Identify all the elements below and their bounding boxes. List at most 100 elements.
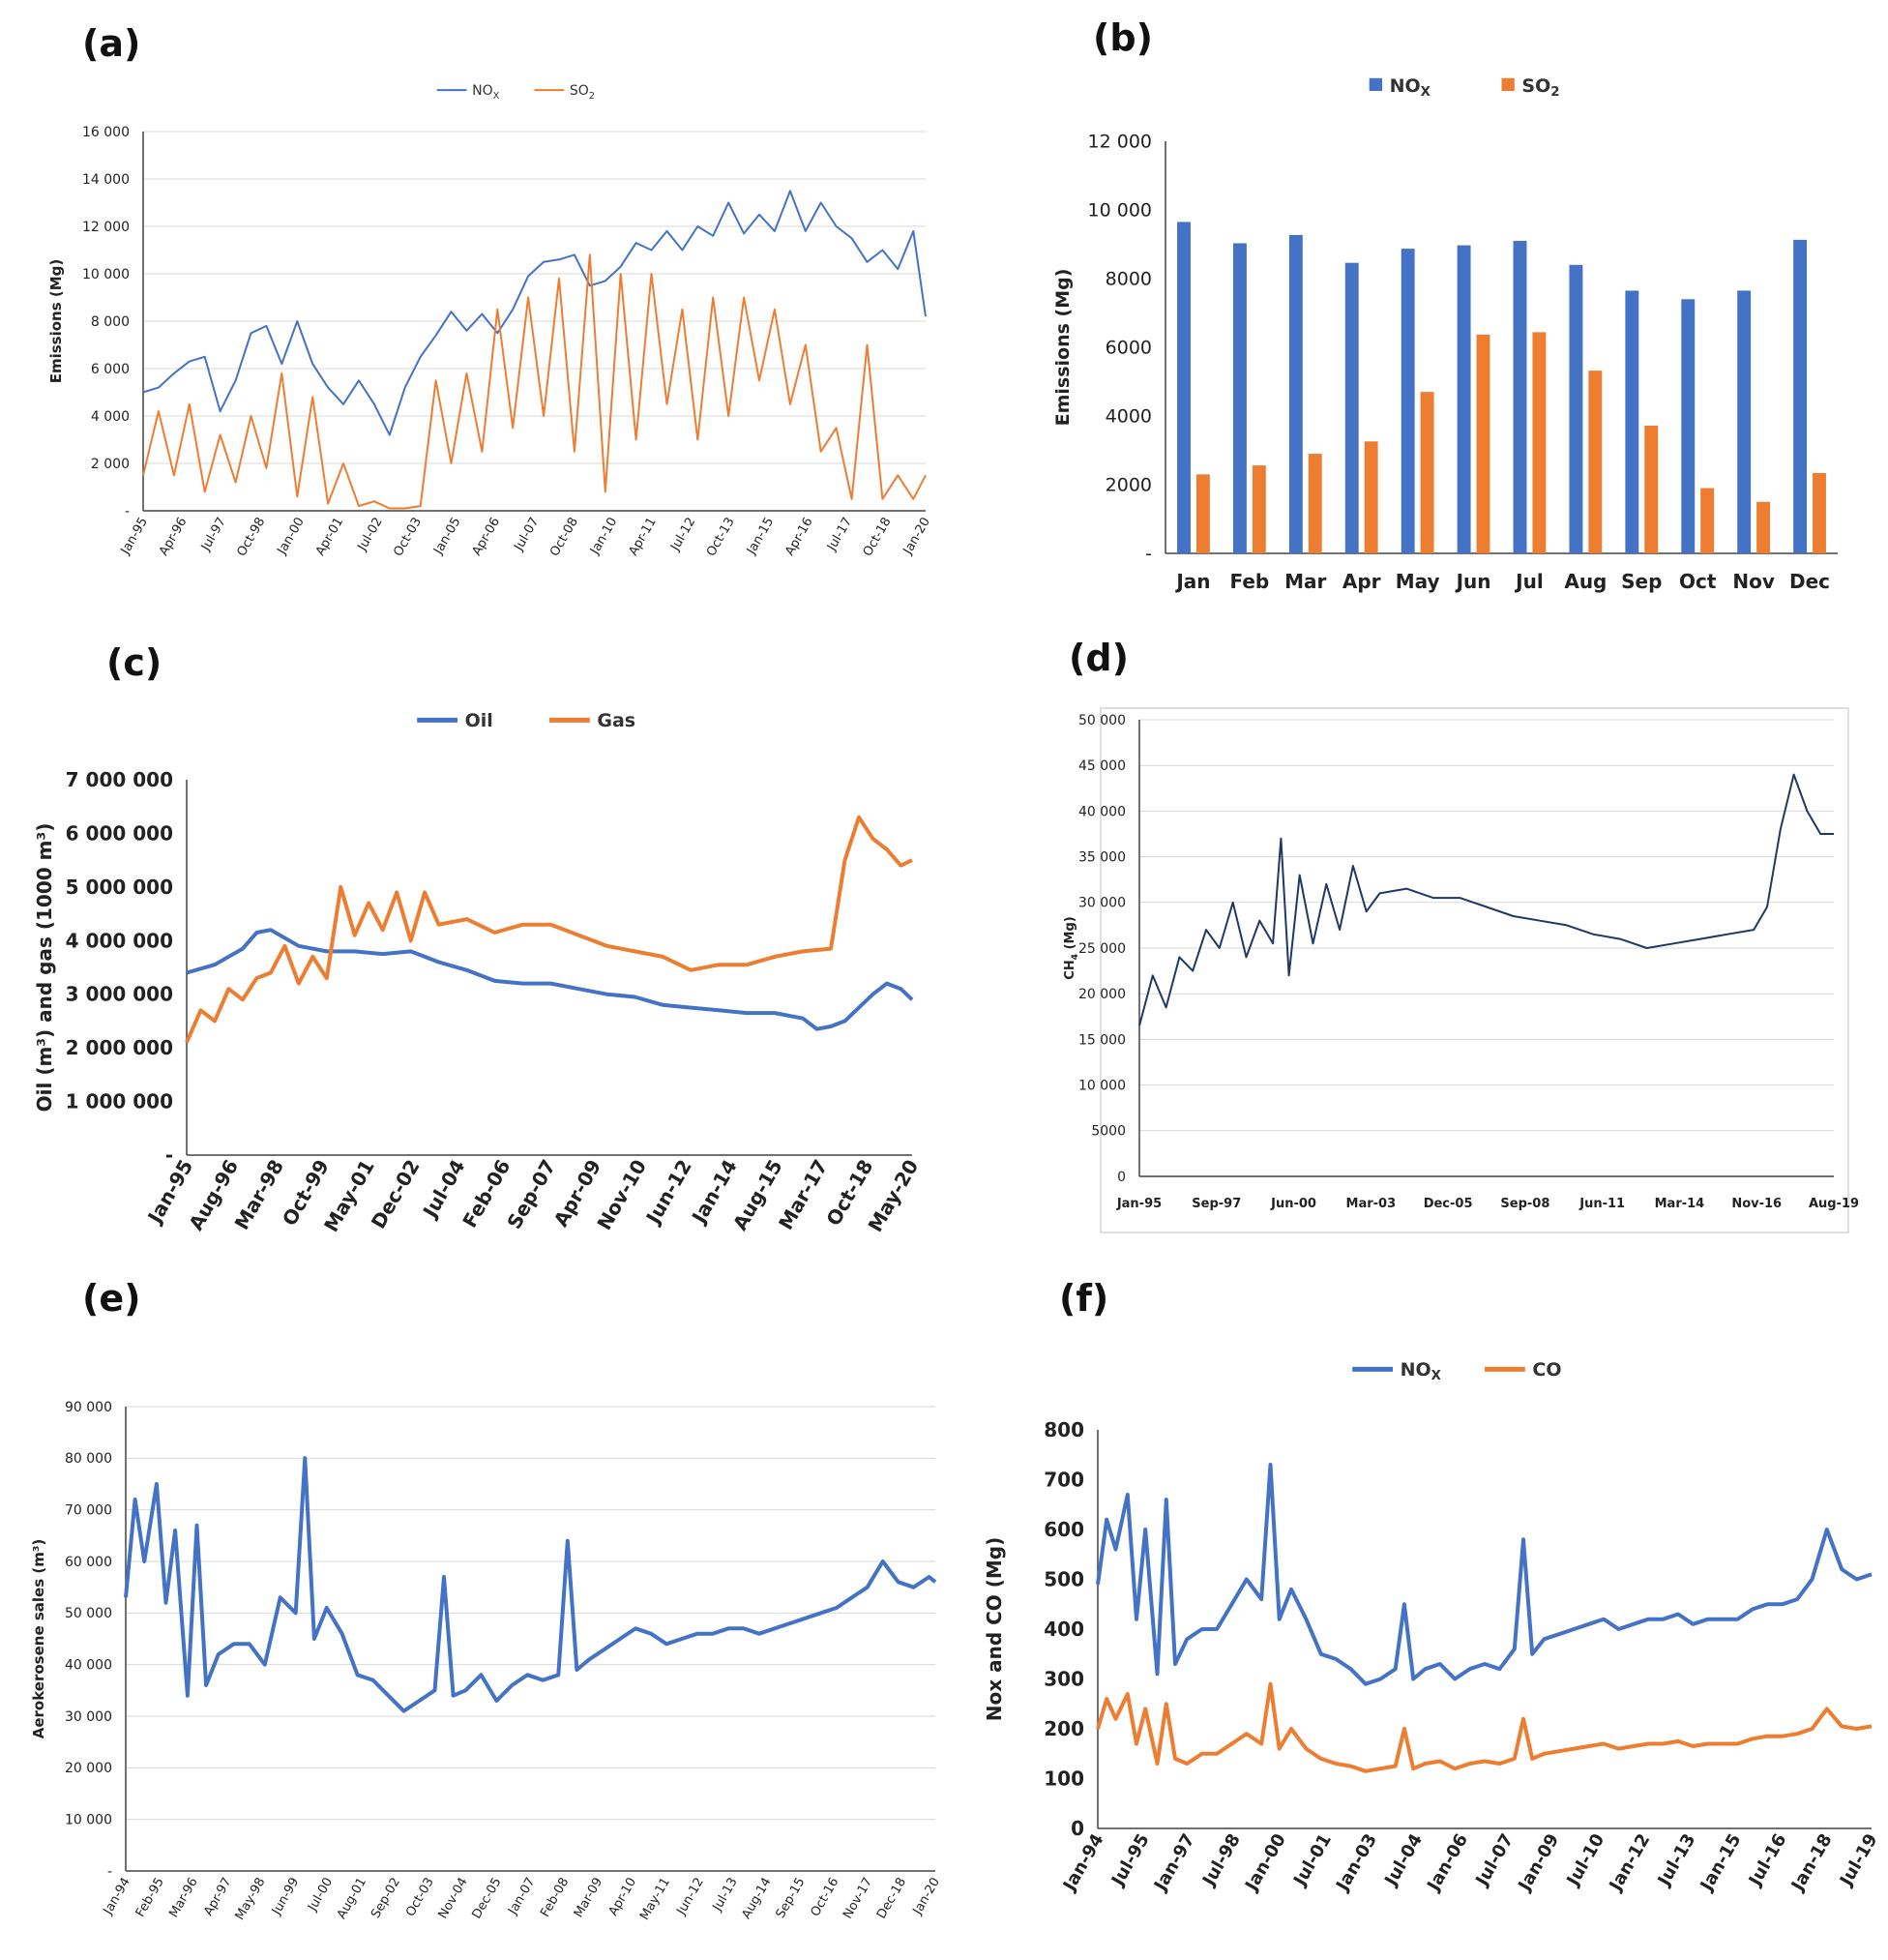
x-tick-label: Aug-19 — [1809, 1197, 1859, 1211]
legend: NOX SO2 — [436, 83, 595, 102]
y-tick-label: 200 — [1044, 1717, 1084, 1740]
x-tick-label: Oct — [1679, 570, 1717, 593]
x-tick-label: Sep — [1621, 570, 1662, 593]
y-tick-label: 2000 — [1106, 475, 1152, 496]
y-tick-label: 400 — [1044, 1618, 1084, 1641]
x-tick-label: Jan-09 — [1514, 1830, 1563, 1896]
x-tick-label: Oct-13 — [704, 516, 738, 559]
legend-label: SO2 — [1521, 75, 1559, 100]
plot-frame — [1100, 707, 1849, 1233]
series-line-so2 — [142, 253, 927, 510]
y-axis-label: Oil (m³) and gas (1000 m³) — [33, 823, 56, 1113]
x-tick-label: Jul-95 — [1106, 1830, 1153, 1891]
x-tick-label: Jan-00 — [275, 516, 308, 558]
x-tick-label: May-11 — [637, 1876, 673, 1923]
y-tick-label: 0 — [1117, 1170, 1126, 1185]
series-line-nox — [1096, 1463, 1873, 1686]
bar — [1308, 454, 1322, 553]
x-tick-label: Jun-11 — [1578, 1197, 1625, 1211]
bar — [1737, 290, 1752, 553]
x-tick-label: Jul-02 — [355, 516, 386, 554]
x-tick-label: Sep-15 — [774, 1876, 809, 1921]
x-tick-label: May — [1396, 570, 1440, 593]
y-tick-label: 6 000 000 — [66, 821, 173, 845]
x-tick-label: Apr-96 — [157, 516, 190, 559]
legend-label: NOX — [1390, 75, 1431, 100]
y-axis-label-sub: 4 — [1071, 954, 1080, 960]
y-tick-label: 25 000 — [1078, 941, 1126, 957]
chart-panel-b: (b) - 2000 4000 6000 8000 10 000 12 000 Emission… — [1052, 16, 1838, 593]
x-tick-label: Jan-00 — [1241, 1830, 1290, 1896]
y-tick-label: 700 — [1044, 1469, 1084, 1492]
legend-label: SO2 — [570, 83, 595, 102]
x-tick-label: Jan-03 — [1332, 1830, 1381, 1896]
x-tick-label: Nov-16 — [1731, 1197, 1782, 1211]
y-tick-label: 30 000 — [1078, 896, 1126, 911]
y-tick-label: 60 000 — [65, 1555, 112, 1570]
legend: NOX SO2 — [1369, 75, 1560, 100]
y-tick-label: - — [1145, 544, 1152, 565]
bar — [1532, 332, 1547, 553]
x-tick-label: Aug-14 — [739, 1876, 774, 1922]
y-tick-label: 7 000 000 — [66, 768, 173, 791]
bar — [1476, 334, 1490, 553]
y-axis-label: Emissions (Mg) — [47, 259, 65, 384]
legend: Oil Gas — [417, 710, 635, 731]
y-tick-label: 10 000 — [82, 267, 130, 282]
y-tick-label: 4 000 000 — [66, 929, 173, 952]
x-tick-label: Jul-17 — [824, 516, 855, 554]
panel-label: (d) — [1069, 637, 1129, 679]
panel-label: (b) — [1093, 16, 1153, 59]
x-tick-label: May-98 — [233, 1876, 269, 1923]
legend-label-main: Gas — [597, 710, 635, 731]
bar — [1513, 240, 1527, 553]
y-tick-label: 16 000 — [82, 125, 130, 140]
y-tick-label: 0 — [1071, 1817, 1084, 1840]
x-tick-label: Jul-98 — [1198, 1830, 1245, 1891]
bar — [1195, 474, 1210, 553]
x-tick-label: Jun-00 — [1270, 1197, 1316, 1211]
y-tick-label: 5 000 000 — [66, 876, 173, 899]
y-tick-label: 300 — [1044, 1668, 1084, 1691]
x-tick-label: Jan-06 — [1423, 1830, 1472, 1896]
x-tick-label: Oct-18 — [861, 516, 895, 559]
x-tick-label: Jan-10 — [587, 516, 620, 558]
x-tick-label: Sep-08 — [1500, 1197, 1549, 1211]
bar — [1420, 392, 1434, 553]
y-tick-label: 5000 — [1091, 1124, 1126, 1140]
series-line-nox — [142, 190, 927, 436]
series-line-oil — [186, 928, 914, 1031]
x-tick-label: Jun-99 — [269, 1876, 302, 1918]
y-tick-label: 600 — [1044, 1518, 1084, 1541]
x-tick-label: Apr-16 — [782, 516, 815, 559]
x-tick-label: Feb-08 — [538, 1876, 572, 1920]
y-tick-label: 4 000 — [91, 409, 130, 425]
y-tick-label: 10 000 — [65, 1813, 112, 1828]
y-tick-label: 2 000 — [91, 457, 130, 472]
y-tick-label: 20 000 — [1078, 987, 1126, 1002]
y-tick-label: 12 000 — [1088, 132, 1152, 153]
legend-label: NOX — [472, 83, 499, 102]
y-tick-label: 30 000 — [65, 1709, 112, 1725]
series-line-main — [1138, 773, 1834, 1026]
x-tick-label: Jul-13 — [710, 1876, 741, 1915]
legend-label-sub: 2 — [1550, 85, 1559, 100]
y-axis-label-main: CH — [1063, 960, 1077, 979]
x-tick-label: Jul-10 — [1562, 1830, 1608, 1891]
legend: NOX CO — [1352, 1359, 1562, 1383]
y-tick-label: 800 — [1044, 1418, 1084, 1441]
x-tick-label: Mar-03 — [1346, 1197, 1397, 1211]
x-tick-label: Jan-15 — [1696, 1830, 1745, 1896]
x-tick-label: Oct-03 — [391, 516, 425, 559]
x-tick-label: Jul-19 — [1835, 1830, 1881, 1891]
x-tick-label: Dec — [1789, 570, 1830, 593]
x-tick-label: Jan-15 — [744, 516, 777, 558]
y-tick-label: 90 000 — [65, 1400, 112, 1415]
panel-label: (f) — [1059, 1277, 1108, 1320]
chart-panel-d: (d) 0 5000 10 000 15 000 20 000 25 000 30 000 35… — [1063, 637, 1859, 1233]
y-tick-label: 6000 — [1106, 338, 1152, 359]
legend-label: CO — [1532, 1359, 1561, 1381]
legend-label: Gas — [597, 710, 635, 731]
legend-label-main: Oil — [465, 710, 493, 731]
x-tick-label: Dec-18 — [874, 1876, 909, 1922]
